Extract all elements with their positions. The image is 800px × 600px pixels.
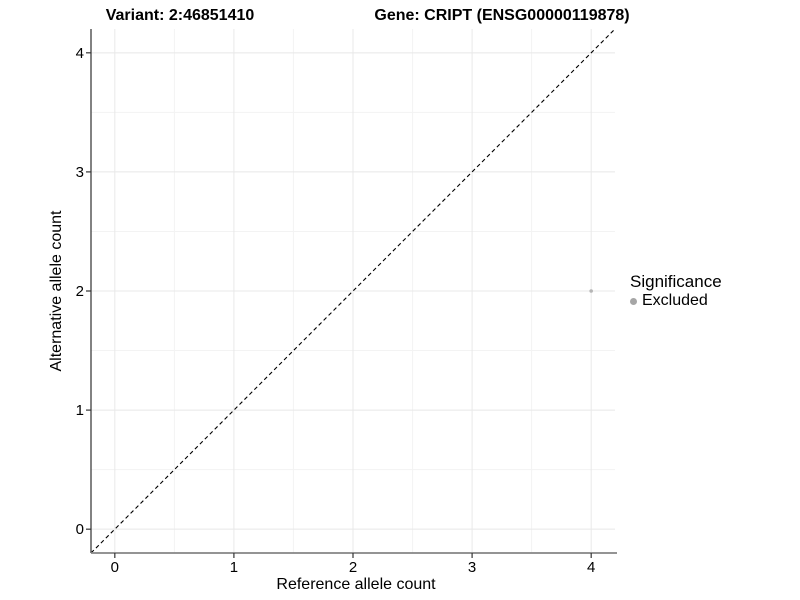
- y-tick-label: 1: [76, 402, 84, 419]
- excluded-point-icon: [630, 297, 637, 305]
- y-tick-label: 3: [76, 164, 84, 181]
- x-tick-label: 3: [468, 559, 476, 576]
- data-point: [589, 289, 593, 293]
- y-axis-title: Alternative allele count: [48, 210, 65, 372]
- legend-item-label: Excluded: [642, 292, 708, 309]
- legend-title: Significance: [630, 272, 722, 291]
- x-tick-label: 0: [111, 559, 119, 576]
- legend-item-excluded: Excluded: [630, 292, 722, 310]
- y-tick-label: 0: [76, 521, 84, 538]
- y-tick-label: 2: [76, 283, 84, 300]
- gene-title: Gene: CRIPT (ENSG00000119878): [374, 7, 630, 24]
- x-tick-label: 1: [230, 559, 238, 576]
- identity-line: [90, 28, 616, 554]
- y-tick-label: 4: [76, 45, 84, 62]
- x-axis-title: Reference allele count: [276, 576, 436, 593]
- variant-title: Variant: 2:46851410: [105, 7, 255, 24]
- x-tick-label: 2: [349, 559, 357, 576]
- legend: Significance Excluded: [630, 273, 722, 310]
- x-tick-label: 4: [587, 559, 595, 576]
